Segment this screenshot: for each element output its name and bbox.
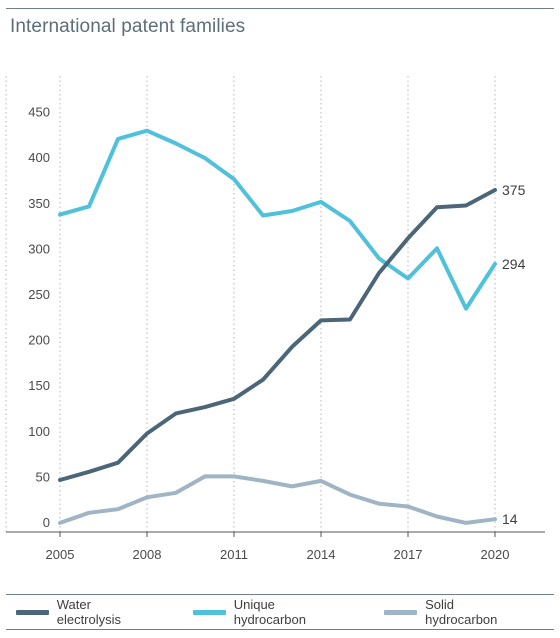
end-label-solid-hydrocarbon: 14 <box>502 511 518 527</box>
y-tick-label: 250 <box>28 287 50 302</box>
series-line-unique-hydrocarbon <box>60 131 495 309</box>
y-tick-label: 350 <box>28 196 50 211</box>
x-tick-label: 2017 <box>394 547 423 562</box>
legend-item-unique-hydrocarbon: Unique hydrocarbon <box>193 597 346 627</box>
legend-item-water-electrolysis: Water electrolysis <box>16 597 155 627</box>
legend-label: Water electrolysis <box>57 597 155 627</box>
legend-swatch-unique-hydrocarbon <box>193 610 226 615</box>
line-chart: 0 50 100 150 200 250 300 350 400 450 2005 2008 2011… <box>0 0 560 590</box>
y-tick-label: 50 <box>36 469 50 484</box>
y-tick-label: 150 <box>28 378 50 393</box>
end-label-unique-hydrocarbon: 294 <box>502 256 526 272</box>
series-line-water-electrolysis <box>60 190 495 480</box>
x-axis: 2005 2008 2011 2014 2017 2020 <box>6 532 545 562</box>
y-tick-label: 450 <box>28 105 50 120</box>
x-tick-label: 2008 <box>133 547 162 562</box>
legend: Water electrolysis Unique hydrocarbon So… <box>6 594 554 630</box>
y-tick-label: 100 <box>28 424 50 439</box>
end-label-water-electrolysis: 375 <box>502 182 526 198</box>
x-tick-label: 2011 <box>220 547 248 562</box>
y-tick-label: 400 <box>28 150 50 165</box>
end-labels: 375 294 14 <box>502 182 526 527</box>
y-tick-labels: 0 50 100 150 200 250 300 350 400 450 <box>28 105 50 530</box>
x-tick-label: 2005 <box>46 547 75 562</box>
grid-lines <box>6 76 495 532</box>
legend-item-solid-hydrocarbon: Solid hydrocarbon <box>384 597 526 627</box>
y-tick-label: 0 <box>43 515 50 530</box>
legend-swatch-solid-hydrocarbon <box>384 610 417 615</box>
legend-label: Unique hydrocarbon <box>234 597 347 627</box>
legend-swatch-water-electrolysis <box>16 610 49 615</box>
x-tick-label: 2020 <box>481 547 510 562</box>
legend-label: Solid hydrocarbon <box>425 597 526 627</box>
x-tick-label: 2014 <box>307 547 336 562</box>
y-tick-label: 200 <box>28 333 50 348</box>
series-line-solid-hydrocarbon <box>60 476 495 523</box>
series-lines <box>60 131 495 523</box>
y-tick-label: 300 <box>28 241 50 256</box>
